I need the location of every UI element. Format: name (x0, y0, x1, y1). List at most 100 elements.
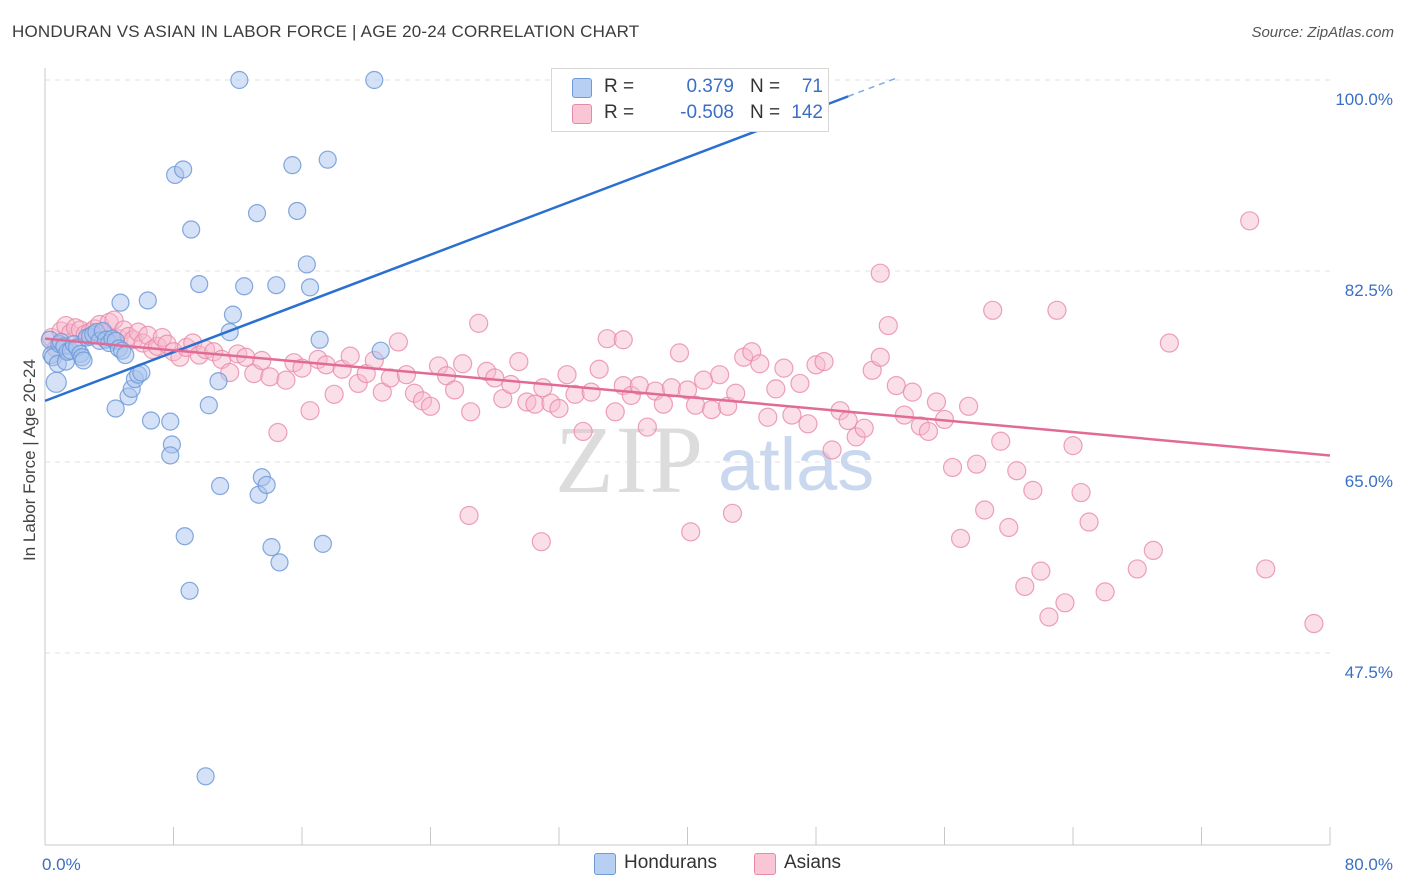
asians-point (324, 384, 344, 404)
hondurans-point (106, 399, 125, 418)
asians-point (1071, 482, 1091, 503)
hondurans-point (371, 341, 390, 360)
grid-lines (45, 79, 1330, 654)
asians-legend-label: Asians (784, 852, 842, 873)
asians-point (942, 457, 963, 478)
asians-point (918, 421, 939, 442)
asians-point (967, 454, 987, 474)
asians-point (870, 347, 890, 367)
y-tick-label: 47.5% (1345, 663, 1393, 682)
n-value: 142 (791, 102, 823, 123)
x-tick-label: 0.0% (42, 855, 81, 874)
asians-point (958, 396, 979, 416)
asians-point (870, 263, 890, 283)
hondurans-point (196, 767, 215, 786)
asians-point (677, 380, 698, 400)
r-value: 0.379 (686, 76, 734, 97)
asians-point (260, 367, 280, 387)
hondurans-point (262, 538, 281, 557)
asians-point (782, 405, 802, 425)
asians-point (531, 532, 551, 552)
hondurans-point (182, 220, 201, 239)
r-label: R = (604, 76, 635, 97)
hondurans-legend-label: Hondurans (624, 852, 717, 873)
hondurans-point (365, 70, 384, 90)
asians-point (252, 350, 272, 371)
asians-point (750, 354, 770, 374)
asians-point (1031, 561, 1051, 581)
hondurans-point (267, 276, 286, 295)
asians-point (726, 383, 746, 403)
asians-point (950, 528, 971, 549)
hondurans-points (40, 70, 390, 786)
asians-point (420, 396, 441, 416)
asians-point (1240, 211, 1260, 231)
y-tick-label: 82.5% (1345, 281, 1393, 300)
hondurans-point (161, 412, 180, 431)
r-value: -0.508 (680, 102, 734, 123)
asians-point (1063, 436, 1083, 456)
asians-point (685, 395, 706, 415)
hondurans-swatch (572, 78, 592, 98)
asians-point (1159, 333, 1179, 353)
n-value: 71 (801, 76, 823, 97)
asians-point (758, 407, 778, 427)
asians-points (41, 211, 1324, 634)
asians-point (902, 382, 922, 402)
hondurans-point (111, 293, 130, 312)
asians-point (814, 351, 834, 372)
asians-point (1023, 480, 1043, 500)
asians-point (557, 365, 577, 385)
hondurans-point (190, 274, 209, 294)
asians-point (565, 384, 585, 404)
asians-point (477, 361, 497, 382)
asians-point (613, 330, 633, 350)
hondurans-point (141, 411, 161, 430)
y-tick-label: 100.0% (1335, 90, 1393, 109)
hondurans-point (288, 201, 307, 221)
asians-point (975, 500, 995, 520)
asians-point (798, 414, 818, 434)
hondurans-point (210, 476, 230, 496)
asians-point (710, 365, 730, 385)
asians-legend-swatch (754, 853, 776, 875)
asians-point (1055, 593, 1075, 613)
tick-labels: 47.5% 65.0% 82.5% 100.0% 0.0% 80.0% (42, 90, 1393, 874)
hondurans-point (174, 160, 193, 179)
asians-point (573, 421, 593, 442)
n-label: N = (750, 102, 781, 123)
asians-point (701, 400, 722, 420)
hondurans-point (297, 255, 316, 274)
source-label: Source: ZipAtlas.com (1251, 24, 1394, 41)
watermark-zip: ZIP (555, 406, 705, 513)
r-label: R = (604, 102, 635, 123)
asians-point (461, 402, 481, 422)
asians-point (1304, 613, 1324, 634)
asians-point (999, 517, 1019, 538)
asians-point (581, 382, 601, 402)
asians-point (597, 329, 617, 349)
asians-point (878, 315, 898, 336)
watermark: ZIP atlas (555, 406, 874, 513)
asians-point (300, 401, 320, 421)
asians-point (1143, 540, 1163, 561)
asians-point (340, 346, 360, 366)
asians-point (983, 300, 1003, 320)
hondurans-point (257, 475, 276, 495)
asians-point (1127, 559, 1147, 579)
asians-point (766, 379, 786, 399)
asians-point (838, 410, 858, 431)
hondurans-point (235, 277, 254, 296)
hondurans-point (300, 278, 320, 297)
trend-lines (44, 77, 1331, 457)
correlation-legend: R = 0.379 N = 71 R = -0.508 N = 142 (551, 68, 829, 132)
asians-point (669, 343, 690, 363)
hondurans-point (138, 291, 157, 310)
hondurans-trend-line (44, 95, 849, 403)
asians-point (886, 376, 906, 396)
chart-title: HONDURAN VS ASIAN IN LABOR FORCE | AGE 2… (12, 22, 640, 41)
asians-point (276, 370, 296, 390)
asians-point (549, 398, 569, 419)
axes (44, 68, 1331, 846)
